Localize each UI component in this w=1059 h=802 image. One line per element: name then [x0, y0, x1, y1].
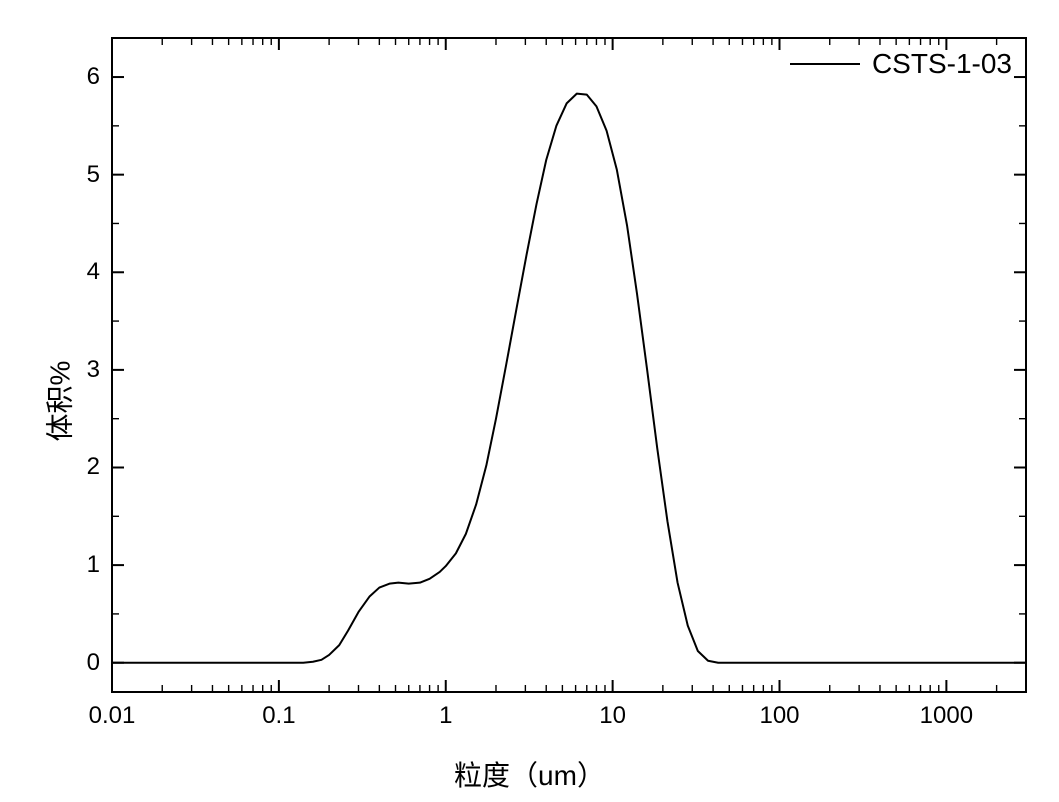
- x-tick-label: 0.01: [89, 702, 136, 730]
- legend-label: CSTS-1-03: [872, 48, 1012, 80]
- x-tick-label: 0.1: [262, 702, 295, 730]
- y-tick-label: 0: [87, 649, 100, 677]
- y-tick-label: 3: [87, 356, 100, 384]
- y-tick-label: 1: [87, 551, 100, 579]
- y-axis-label: 体积%: [38, 361, 78, 442]
- y-tick-label: 4: [87, 258, 100, 286]
- y-tick-label: 5: [87, 161, 100, 189]
- x-tick-label: 1000: [920, 702, 973, 730]
- x-tick-label: 1: [439, 702, 452, 730]
- legend-swatch: [790, 63, 860, 65]
- x-tick-label: 100: [759, 702, 799, 730]
- chart-container: 体积% 粒度（um） 0.01 0.1 1 10 100 1000 0 1 2 3 4 5 6 CSTS…: [0, 0, 1059, 802]
- x-tick-label: 10: [599, 702, 626, 730]
- legend: CSTS-1-03: [790, 48, 1012, 80]
- y-tick-label: 6: [87, 63, 100, 91]
- line-chart: [0, 0, 1059, 802]
- y-tick-label: 2: [87, 453, 100, 481]
- x-axis-label: 粒度（um）: [454, 754, 605, 794]
